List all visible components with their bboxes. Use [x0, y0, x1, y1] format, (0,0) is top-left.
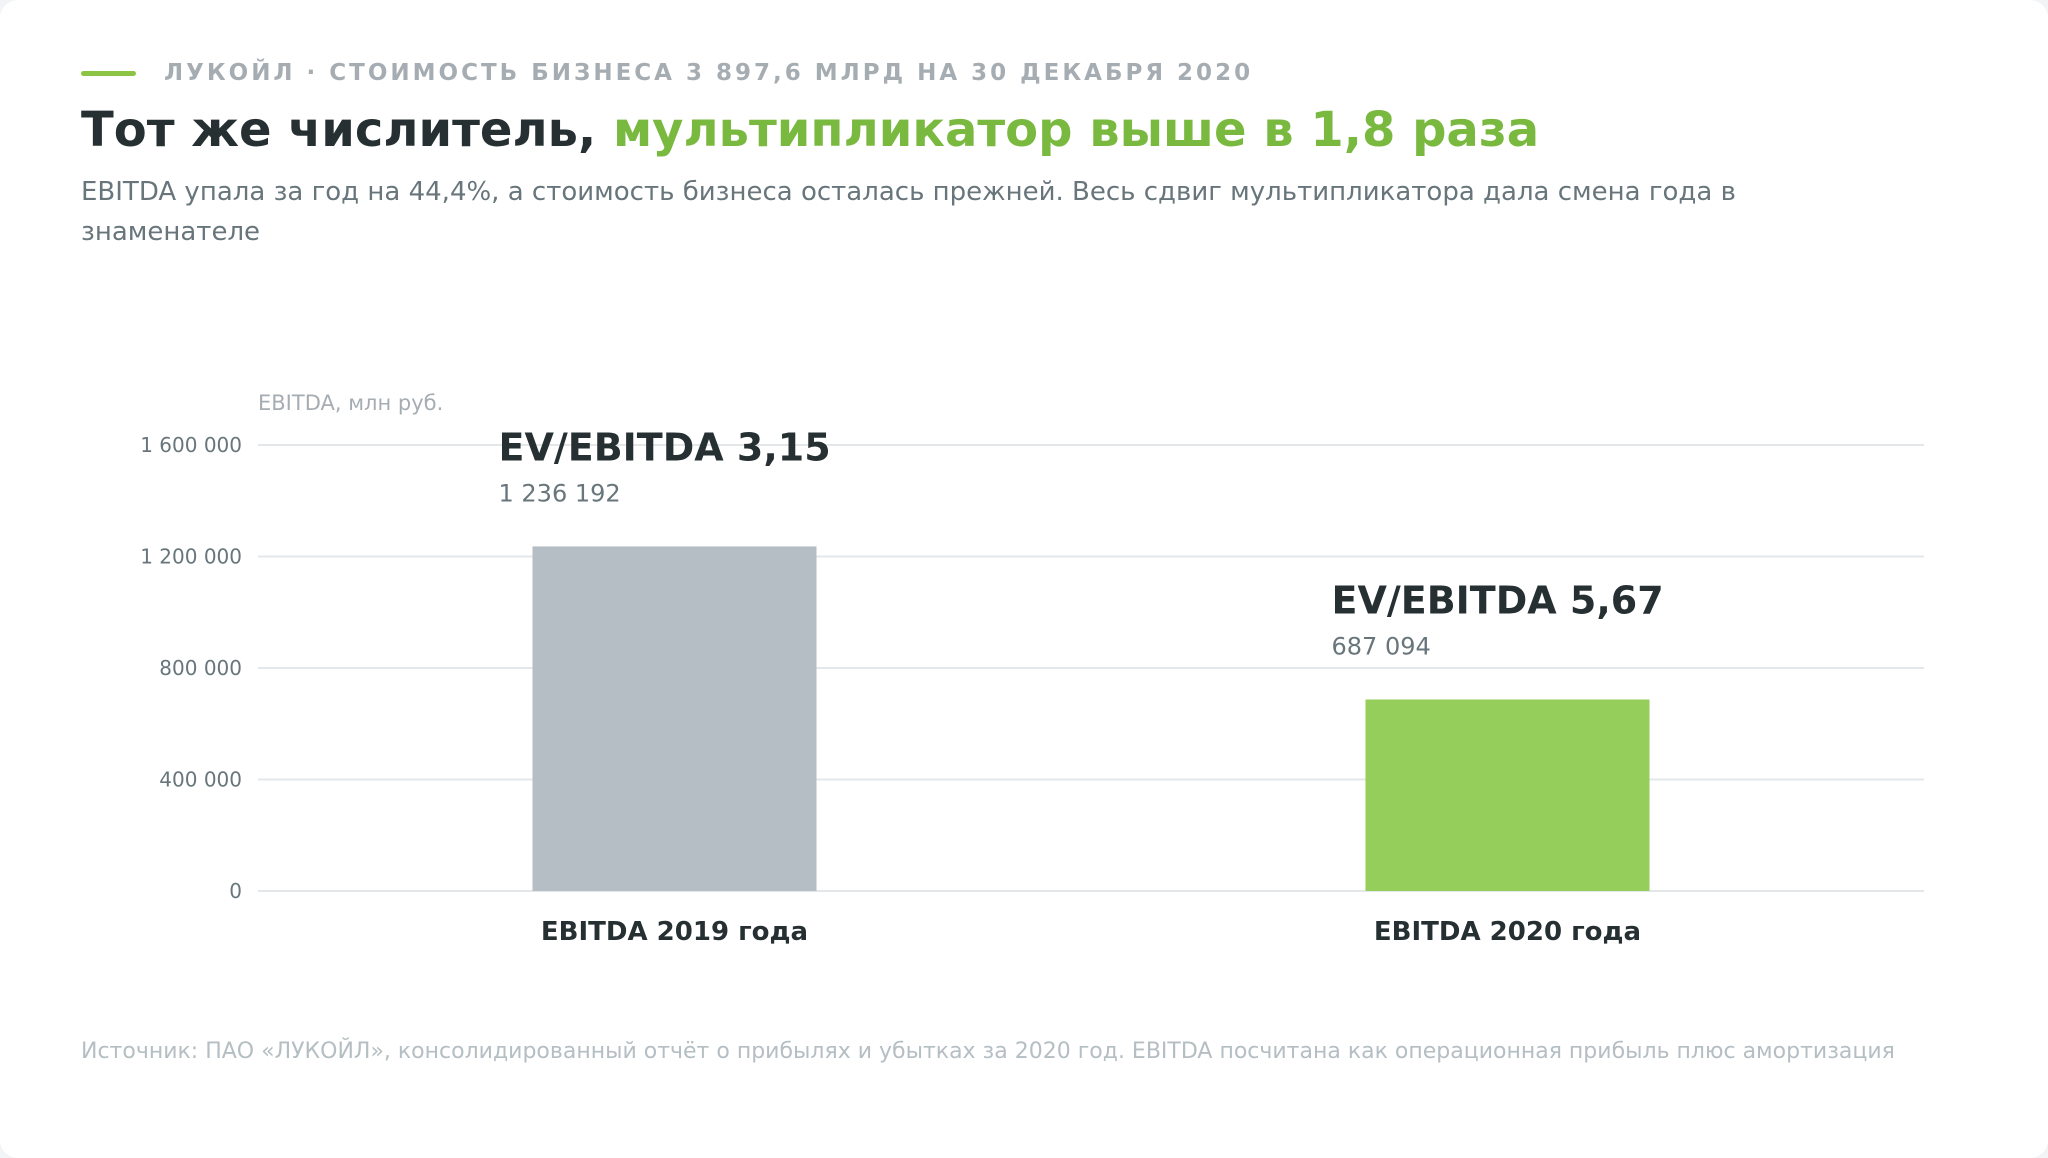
- eyebrow: ЛУКОЙЛ · СТОИМОСТЬ БИЗНЕСА 3 897,6 МЛРД …: [81, 58, 1253, 88]
- y-axis-title: EBITDA, млн руб.: [258, 391, 443, 415]
- y-tick-label: 400 000: [159, 768, 242, 792]
- source-footnote: Источник: ПАО «ЛУКОЙЛ», консолидированны…: [81, 1039, 1895, 1064]
- eyebrow-accent-line: [81, 70, 136, 76]
- y-tick-label: 800 000: [159, 656, 242, 680]
- y-tick-label: 0: [229, 879, 242, 903]
- chart-headline: Тот же числитель, мультипликатор выше в …: [81, 98, 1539, 162]
- x-category-label: EBITDA 2019 года: [541, 917, 808, 947]
- multiple-annotation: EV/EBITDA 3,15: [499, 425, 831, 469]
- bar-value-label: 687 094: [1332, 632, 1431, 660]
- bar-2: [1365, 699, 1650, 891]
- y-tick-label: 1 200 000: [140, 545, 242, 569]
- y-tick-label: 1 600 000: [140, 433, 242, 457]
- x-category-label: EBITDA 2020 года: [1374, 917, 1641, 947]
- multiple-annotation: EV/EBITDA 5,67: [1332, 578, 1664, 622]
- eyebrow-text: ЛУКОЙЛ · СТОИМОСТЬ БИЗНЕСА 3 897,6 МЛРД …: [164, 60, 1254, 86]
- bar-value-label: 1 236 192: [499, 479, 621, 507]
- headline-lead: Тот же числитель,: [81, 102, 613, 158]
- headline-accent: мультипликатор выше в 1,8 раза: [612, 102, 1540, 158]
- bar-1: [532, 546, 817, 891]
- chart-subtitle: EBITDA упала за год на 44,4%, а стоимост…: [81, 177, 1736, 247]
